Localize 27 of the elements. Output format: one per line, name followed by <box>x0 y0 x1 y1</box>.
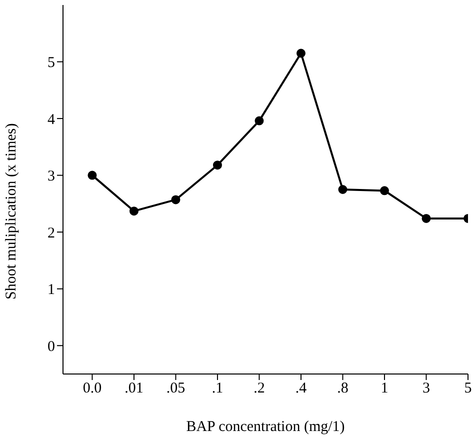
point <box>296 48 306 58</box>
point <box>129 206 138 216</box>
point <box>212 160 222 170</box>
y-tick-label: 5 <box>48 55 55 72</box>
y-tick-label: 2 <box>48 225 55 242</box>
x-tick-label: .8 <box>337 380 348 397</box>
x-tick-label: 5 <box>464 380 472 397</box>
y-tick-label: 3 <box>48 168 55 185</box>
point <box>380 186 389 196</box>
point <box>422 214 431 223</box>
x-tick-label: 3 <box>422 380 430 397</box>
x-tick-label: .1 <box>212 380 224 397</box>
x-axis-title: BAP concentration (mg/1) <box>186 419 345 435</box>
x-tick-label: .2 <box>254 380 265 397</box>
point <box>338 185 348 194</box>
point <box>88 170 97 180</box>
x-tick-label: .4 <box>295 380 308 397</box>
y-tick-label: 4 <box>48 112 56 128</box>
point <box>254 116 264 126</box>
y-tick-label: 0 <box>48 338 55 355</box>
x-tick-label: .01 <box>124 380 144 397</box>
y-axis-title: Shoot muliplication (x times) <box>3 123 20 300</box>
y-tick-label: 1 <box>48 282 55 298</box>
x-tick-label: .05 <box>166 380 186 397</box>
x-tick-label: 0.0 <box>82 380 102 397</box>
x-tick-label: 1 <box>380 380 388 397</box>
point <box>171 195 180 204</box>
